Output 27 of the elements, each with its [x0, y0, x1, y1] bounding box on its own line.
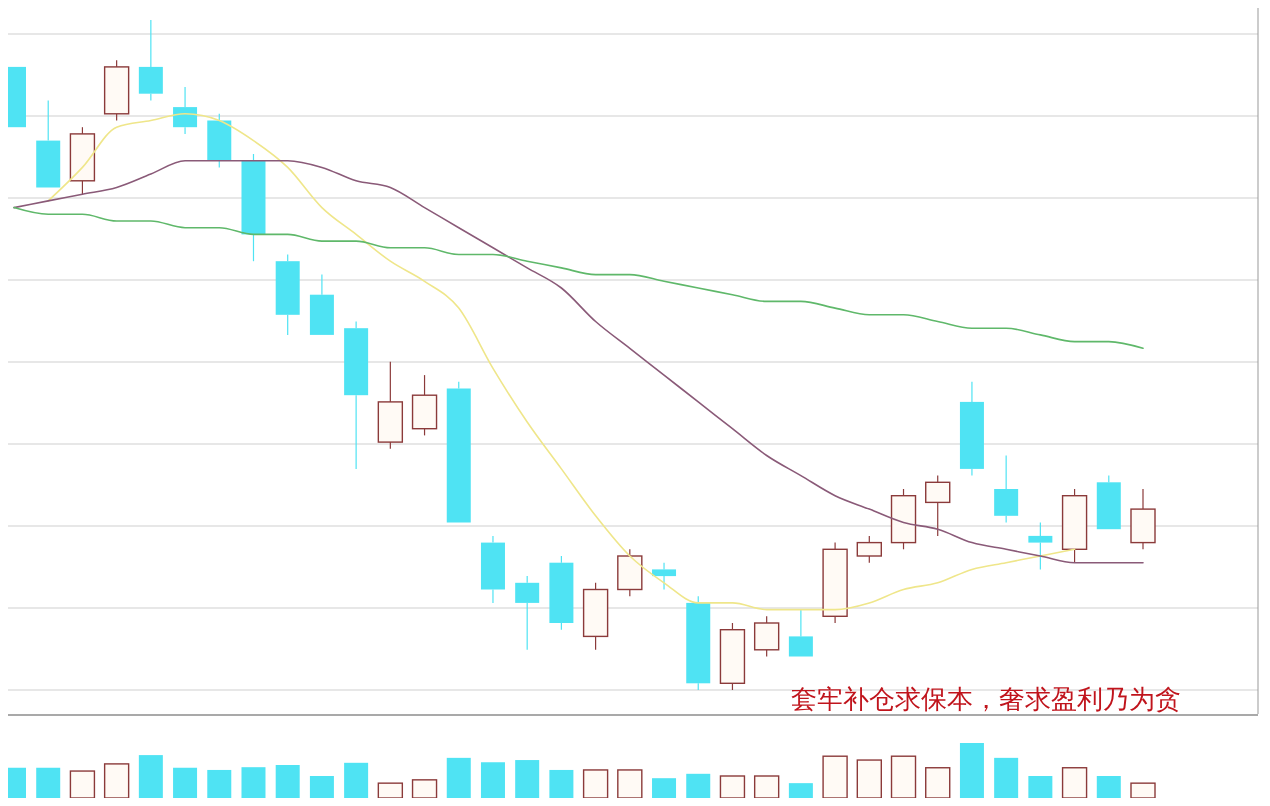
bar [344, 762, 369, 798]
bar [549, 769, 574, 798]
bar [275, 765, 300, 798]
candlestick [1130, 488, 1156, 550]
bar [309, 776, 334, 798]
bar [994, 757, 1019, 798]
bar [138, 755, 163, 798]
annotation: 套牢补仓求保本，奢求盈利乃为贪 [791, 684, 1181, 714]
bar [241, 767, 266, 798]
bar [1028, 776, 1053, 798]
bar [515, 760, 540, 798]
bar [480, 762, 505, 798]
bar [652, 778, 677, 798]
candlestick [652, 562, 677, 591]
bar [446, 757, 471, 798]
bar [1096, 776, 1121, 798]
bar [788, 783, 813, 798]
bar [173, 767, 198, 798]
candlestick [344, 320, 369, 470]
bar [207, 769, 232, 798]
bar [36, 767, 61, 798]
candlestick [959, 381, 984, 477]
candlestick [173, 86, 198, 135]
candlestick [480, 535, 505, 604]
bar [686, 773, 711, 798]
candlestick [822, 542, 848, 624]
bar [959, 743, 984, 798]
